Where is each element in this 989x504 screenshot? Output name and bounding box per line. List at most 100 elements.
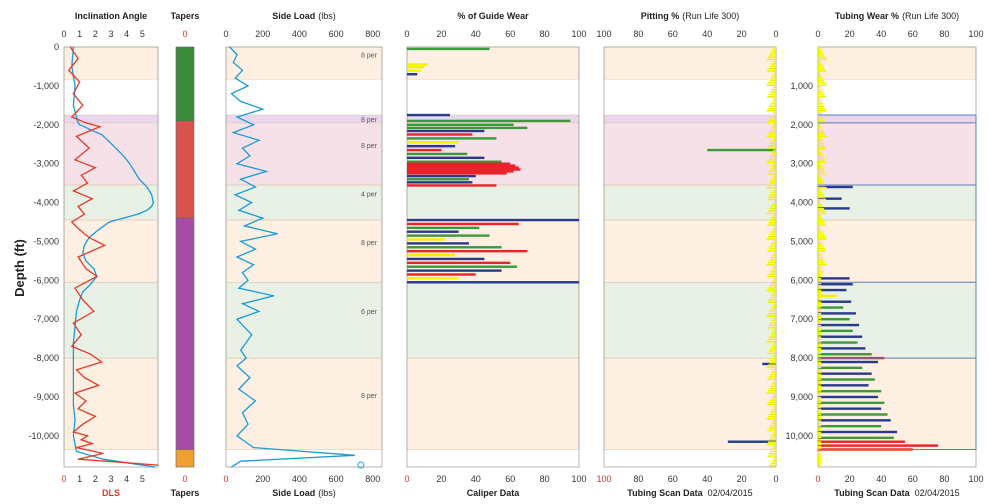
- tubingwear-bar: [818, 318, 850, 321]
- tubingwear-noise-bar: [818, 61, 822, 63]
- tubingwear-noise-bar: [818, 149, 821, 152]
- tubingwear-noise-bar: [818, 170, 825, 173]
- pitting-noise-bar: [769, 79, 776, 82]
- tubingwear-noise-bar: [818, 282, 822, 285]
- pitting-noise-bar: [768, 93, 776, 96]
- sideload-point: [249, 376, 251, 379]
- inclination-band: [63, 184, 159, 221]
- guidewear-bar: [407, 184, 497, 187]
- pitting-noise-bar: [768, 427, 776, 429]
- inclination-point: [72, 404, 74, 406]
- inclination-point: [94, 415, 96, 418]
- pitting-noise-bar: [767, 378, 776, 380]
- pitting-noise-bar: [773, 303, 776, 306]
- tubingwear-noise-bar: [818, 362, 822, 364]
- depth-tick-label: 6,000: [790, 275, 813, 285]
- inclination-point: [71, 116, 73, 118]
- pitting-noise-bar: [769, 219, 776, 222]
- sideload-band: [225, 122, 383, 186]
- guidewear-bar: [407, 174, 476, 178]
- guidewear-bar: [407, 113, 450, 117]
- inclination-xtick-bottom: 4: [124, 474, 129, 484]
- tubingwear-noise-bar: [818, 397, 822, 399]
- tubingwear-bar: [818, 283, 853, 286]
- pitting-noise-bar: [771, 320, 776, 322]
- pitting-xtick-bottom: 40: [702, 474, 712, 484]
- tubingwear-noise-bar: [818, 177, 822, 180]
- tubingwear-band: [817, 46, 977, 81]
- pitting-noise-bar: [772, 280, 776, 282]
- inclination-point: [97, 229, 100, 231]
- pitting-bottom-date: 02/04/2015: [708, 488, 753, 498]
- taper-segment: [175, 449, 195, 468]
- pitting-noise-bar: [769, 285, 776, 287]
- pitting-bottom-label: Tubing Scan Data 02/04/2015: [627, 488, 752, 498]
- tubingwear-noise-bar: [818, 166, 823, 168]
- pitting-band: [603, 219, 777, 283]
- tubingwear-noise-bar: [818, 464, 822, 467]
- sideload-xtick-bottom: 200: [255, 474, 270, 484]
- tubingwear-noise-bar: [818, 168, 824, 170]
- inclination-xtick-top: 3: [108, 29, 113, 39]
- inclination-point: [72, 341, 74, 344]
- tubingwear-noise-bar: [818, 352, 822, 355]
- inclination-point: [85, 400, 87, 402]
- tubingwear-noise-bar: [818, 280, 822, 282]
- guidewear-bar: [407, 249, 528, 253]
- inclination-point: [74, 85, 76, 87]
- pitting-noise-bar: [769, 439, 776, 441]
- pitting-noise-bar: [767, 313, 776, 315]
- tubingwear-noise-bar: [818, 345, 822, 348]
- pitting-noise-bar: [769, 310, 776, 313]
- pitting-noise-bar: [770, 257, 776, 259]
- tubingwear-bar: [818, 413, 888, 416]
- guidewear-bar: [407, 269, 502, 272]
- guidewear-xtick-bottom: 100: [571, 474, 586, 484]
- tubingwear-noise-bar: [818, 86, 822, 89]
- sideload-xtick-top: 600: [329, 29, 344, 39]
- pitting-noise-bar: [766, 161, 776, 163]
- guidewear-bar: [407, 129, 485, 133]
- inclination-point: [75, 369, 78, 371]
- inclination-point: [151, 194, 153, 196]
- tubingwear-noise-bar: [818, 138, 822, 140]
- pitting-bar: [707, 148, 776, 152]
- depth-tick-label: 1,000: [790, 81, 813, 91]
- tubingwear-noise-bar: [818, 278, 822, 280]
- tubingwear-bar: [818, 312, 856, 315]
- tubingwear-noise-bar: [818, 93, 825, 96]
- pitting-noise-bar: [769, 464, 776, 467]
- tubingwear-noise-bar: [818, 119, 825, 121]
- sideload-xtick-top: 800: [365, 29, 380, 39]
- guidewear-bar: [407, 226, 480, 230]
- guidewear-xtick-top: 40: [471, 29, 481, 39]
- depth-bands: [63, 46, 977, 450]
- inclination-title: Inclination Angle: [75, 11, 147, 21]
- tubingwear-bar: [818, 207, 850, 210]
- sideload-point: [240, 240, 242, 243]
- pitting-noise-bar: [773, 355, 776, 357]
- pitting-noise-bar: [772, 331, 776, 334]
- pitting-xtick-bottom: 100: [596, 474, 611, 484]
- guidewear-bar: [407, 126, 528, 130]
- pitting-noise-bar: [768, 453, 776, 455]
- pitting-noise-bar: [772, 408, 776, 411]
- band-label: 6 per: [361, 309, 378, 316]
- sideload-point: [240, 349, 242, 351]
- inclination-point: [129, 163, 131, 165]
- pitting-noise-bar: [769, 156, 776, 159]
- tubingwear-noise-bar: [818, 429, 822, 432]
- sideload-point: [276, 233, 278, 235]
- tubingwear-noise-bar: [818, 411, 822, 413]
- inclination-point: [80, 334, 82, 336]
- depth-tick-label: 10,000: [785, 431, 813, 441]
- guidewear-bar: [407, 119, 571, 123]
- tubingwear-noise-bar: [818, 140, 823, 142]
- tubingwear-noise-bar: [818, 100, 822, 103]
- sideload-band: [225, 357, 383, 450]
- inclination-point: [94, 166, 96, 169]
- pitting-noise-bar: [766, 443, 776, 446]
- tubingwear-noise-bar: [818, 299, 822, 301]
- guidewear-bar: [407, 141, 459, 144]
- pitting-xtick-bottom: 20: [737, 474, 747, 484]
